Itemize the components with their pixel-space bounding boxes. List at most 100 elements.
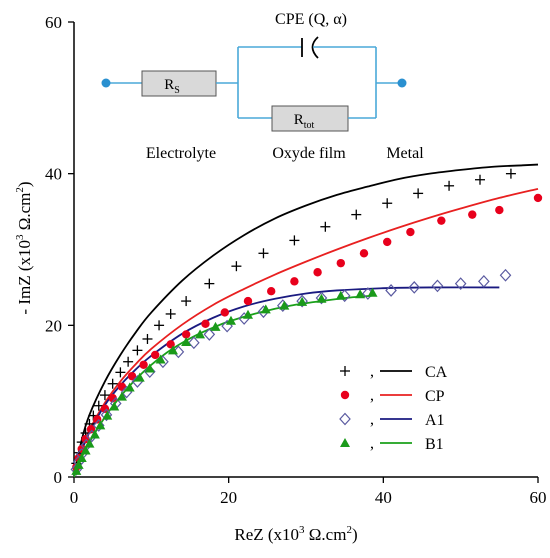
data-point-ca: [107, 378, 118, 389]
legend-label-b1: B1: [425, 436, 444, 453]
data-point-a1: [203, 328, 216, 341]
data-point-ca: [320, 221, 331, 232]
data-point-b1: [124, 382, 135, 392]
data-point-cp: [406, 227, 415, 237]
data-point-b1: [181, 337, 192, 347]
data-point-a1: [296, 294, 308, 308]
data-point-a1: [188, 336, 200, 350]
data-point-cp: [495, 205, 504, 215]
fit-line-ca: [73, 163, 539, 478]
rtot-label: Rtot: [294, 112, 315, 131]
fit-line-cp: [73, 187, 539, 478]
cpe-label: CPE (Q, α): [275, 11, 347, 28]
data-point-ca: [505, 168, 516, 179]
data-point-ca: [351, 209, 362, 220]
data-point-cp: [201, 319, 210, 329]
data-point-cp: [468, 210, 477, 219]
data-point-b1: [144, 363, 155, 373]
data-point-ca: [289, 235, 300, 246]
data-point-a1: [100, 408, 113, 422]
data-point-b1: [89, 429, 100, 439]
electrolyte-label: Electrolyte: [146, 145, 216, 162]
data-point-ca: [165, 308, 176, 319]
y-tick-label: 0: [54, 468, 63, 487]
data-point-cp: [117, 382, 127, 391]
data-point-b1: [316, 293, 327, 303]
data-point-ca: [99, 390, 110, 401]
data-point-b1: [355, 289, 366, 299]
terminal-right: [397, 78, 407, 88]
data-point-ca: [475, 174, 485, 185]
data-point-b1: [260, 304, 271, 314]
equivalent-circuit-inset: RS Rtot CPE (Q, α) Electrolyte Oxyde fil…: [101, 11, 424, 162]
data-point-b1: [195, 329, 206, 339]
data-point-ca: [115, 367, 126, 378]
data-point-b1: [243, 309, 253, 319]
data-point-ca: [123, 356, 134, 367]
data-point-a1: [431, 279, 444, 293]
series-cp-markers: [72, 193, 543, 472]
legend-comma: ,: [370, 411, 374, 428]
data-point-cp: [313, 268, 322, 277]
data-point-ca: [154, 320, 165, 331]
data-point-cp: [437, 216, 446, 225]
data-point-b1: [279, 300, 290, 310]
legend-marker-a1: [339, 412, 351, 426]
data-point-b1: [335, 290, 346, 300]
data-point-cp: [243, 296, 253, 306]
cpe-arc: [311, 36, 319, 59]
legend-comma: ,: [370, 435, 374, 452]
data-point-b1: [109, 401, 120, 411]
data-point-a1: [478, 274, 490, 288]
tick-label-group: 0 20 40 60 0 20 40 60: [45, 13, 547, 507]
data-point-b1: [102, 410, 113, 420]
data-point-b1: [367, 287, 378, 297]
y-tick-label: 60: [45, 13, 62, 32]
data-point-cp: [533, 193, 543, 203]
data-point-cp: [100, 404, 110, 413]
fit-lines: [73, 163, 539, 478]
legend-marker-ca: [340, 366, 350, 376]
data-point-a1: [92, 419, 105, 432]
data-point-cp: [267, 287, 276, 296]
data-point-b1: [167, 345, 178, 355]
data-point-ca: [181, 296, 192, 307]
data-point-a1: [276, 299, 289, 313]
data-point-b1: [210, 321, 221, 331]
rtot-resistor: [271, 105, 349, 132]
x-tick-label: 60: [530, 488, 547, 507]
tick-group: [68, 21, 539, 483]
data-point-a1: [315, 291, 328, 305]
data-point-b1: [71, 465, 82, 475]
legend: , CA, CP, A1, B1: [339, 363, 448, 453]
legend-comma: ,: [370, 363, 374, 380]
data-point-cp: [290, 277, 299, 286]
data-point-a1: [454, 277, 467, 291]
data-point-b1: [297, 296, 308, 306]
data-point-cp: [383, 237, 392, 247]
metal-label: Metal: [386, 145, 424, 162]
data-point-b1: [155, 354, 166, 364]
data-point-b1: [80, 445, 91, 455]
data-point-cp: [220, 308, 229, 317]
oxyde-film-label: Oxyde film: [272, 145, 346, 162]
data-point-ca: [258, 248, 269, 259]
data-point-a1: [408, 281, 421, 294]
series-b1-markers: [71, 287, 378, 475]
x-axis-title: ReZ (x103 Ω.cm2): [234, 524, 357, 544]
data-point-cp: [359, 249, 369, 258]
x-tick-label: 20: [220, 488, 237, 507]
data-point-b1: [76, 453, 87, 463]
x-tick-label: 40: [375, 488, 392, 507]
legend-marker-b1: [340, 438, 350, 447]
data-point-ca: [132, 345, 143, 356]
data-point-cp: [93, 415, 102, 424]
rs-label: RS: [164, 77, 180, 96]
data-point-b1: [73, 459, 84, 469]
terminal-left: [101, 78, 111, 88]
data-point-ca: [231, 261, 242, 272]
axes: [73, 22, 538, 478]
y-tick-label: 40: [45, 165, 62, 184]
legend-label-a1: A1: [425, 412, 445, 429]
